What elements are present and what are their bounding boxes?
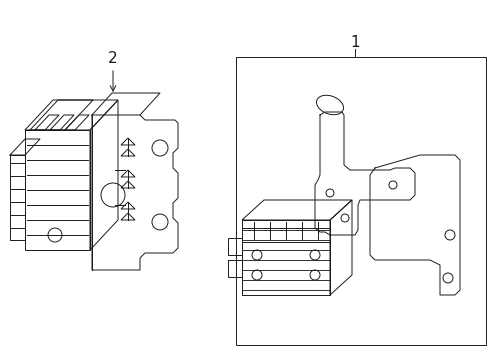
Text: 1: 1 <box>349 35 359 50</box>
Text: 2: 2 <box>108 50 118 66</box>
Bar <box>236 57 485 345</box>
